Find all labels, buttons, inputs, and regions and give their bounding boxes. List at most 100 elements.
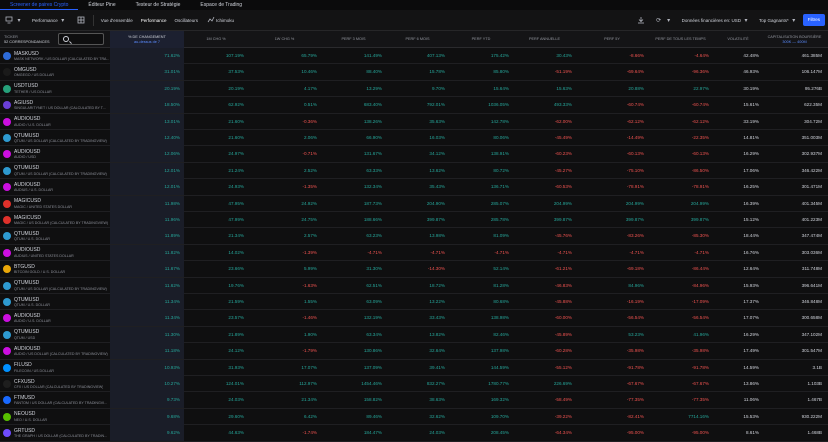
ticker-symbol[interactable]: QTUMUSD	[14, 132, 40, 139]
cell-perf-6m: -4.71%	[430, 249, 445, 255]
toolbar-divider	[92, 14, 94, 26]
header-perf-ytd[interactable]: PERF YTD	[449, 31, 513, 48]
cell-1m-change: 24.03%	[228, 397, 244, 403]
table-row[interactable]: MAGICUSD MAGIC / US DOLLAR (CALCULATED BY…	[0, 212, 828, 229]
ticker-symbol[interactable]: CFXUSD	[14, 378, 35, 385]
cell-1w-change: -1.39%	[302, 249, 317, 255]
table-row[interactable]: AUDIOUSD AUDIO / USD 12.06% 24.97% -0.71% 131…	[0, 146, 828, 163]
table-row[interactable]: AUDIOUSD AUDIUS / UNITED STATES DOLLAR 11.…	[0, 244, 828, 262]
header-perf-all-time[interactable]: PERF DE TOUS LES TEMPS	[648, 31, 713, 48]
refresh-button[interactable]: ⟳ ▾	[650, 10, 678, 31]
table-row[interactable]: MAGICUSD MAGIC / UNITED STATES DOLLAR 11.9…	[0, 195, 828, 212]
table-row[interactable]: AUDIOUSD AUDIUS / U.S. DOLLAR 12.01% 24.93%…	[0, 179, 828, 196]
ticker-symbol[interactable]: AUDIOUSD	[14, 116, 41, 123]
table-row[interactable]: CFXUSD CFX / US DOLLAR (CALCULATED BY TRA…	[0, 376, 828, 393]
cell-perf-3m: 63.23%	[366, 233, 382, 239]
header-1m-change[interactable]: 1M CHG %	[184, 31, 248, 48]
column-set-dropdown[interactable]: Performance ▾	[28, 10, 72, 31]
chevron-down-icon: ▾	[744, 17, 748, 24]
table-row[interactable]: MASKUSD MASK NETWORK / US DOLLAR (CALCULA…	[0, 48, 828, 65]
download-button[interactable]	[632, 10, 650, 31]
table-row[interactable]: OMGUSD OMGEGO / US DOLLAR 31.01% 37.53% 10.4…	[0, 64, 828, 81]
ticker-symbol[interactable]: MASKUSD	[14, 50, 39, 57]
preset-dropdown[interactable]: Top Gagnants* ▾	[755, 10, 803, 31]
cell-change-pct: 11.30%	[110, 326, 184, 343]
header-perf-6m[interactable]: PERF 6 MOIS	[386, 31, 449, 48]
table-row[interactable]: QTUMUSD QTUM / U.S. DOLLAR 11.34% 21.59% 1.5…	[0, 294, 828, 311]
header-1w-change[interactable]: 1W CHG %	[248, 31, 321, 48]
header-ticker[interactable]: TICKER 52 CORRESPONDANCES	[0, 31, 56, 48]
cell-perf-1y: -45.27%	[554, 167, 572, 173]
table-row[interactable]: QTUMUSD QTUM / US DOLLAR (CALCULATED BY T…	[0, 162, 828, 180]
ticker-symbol[interactable]: FILUSD	[14, 362, 32, 369]
cell-perf-1y: -51.19%	[554, 69, 572, 75]
tab-pine-editor[interactable]: Éditeur Pine	[88, 2, 116, 8]
header-volatility[interactable]: VOLATILITÉ	[713, 31, 763, 48]
table-row[interactable]: NEOUSD NEO / U.S. DOLLAR 9.68% 29.60% 6.42% 8…	[0, 408, 828, 426]
table-row[interactable]: AUDIOUSD AUDIO / U.S. DOLLAR 11.34% 23.57% -…	[0, 310, 828, 327]
table-row[interactable]: AUDIOUSD AUDIO / U.S. DOLLAR 13.01% 21.60% -…	[0, 113, 828, 130]
cell-market-cap: 346.422M	[801, 167, 822, 173]
table-row[interactable]: AUDIOUSD AUDIO / US DOLLAR (CALCULATED BY…	[0, 343, 828, 360]
ticker-symbol[interactable]: AUDIOUSD	[14, 345, 41, 352]
ticker-symbol[interactable]: FTMUSD	[14, 394, 35, 401]
ticker-symbol[interactable]: AUDIOUSD	[14, 148, 41, 155]
ticker-symbol[interactable]: AUDIOUSD	[14, 312, 41, 319]
tab-trading-panel[interactable]: Espace de Trading	[200, 2, 243, 8]
table-row[interactable]: QTUMUSD QTUM / USD 11.30% 21.89% 1.90% 63.34%…	[0, 326, 828, 344]
cell-perf-5y: 20.88%	[628, 85, 644, 91]
cell-perf-1y: 204.99%	[553, 200, 572, 206]
cell-1w-change: 21.34%	[301, 397, 317, 403]
currency-dropdown[interactable]: Données financières en: USD ▾	[678, 10, 755, 31]
ticker-symbol[interactable]: AUDIOUSD	[14, 247, 41, 254]
cell-perf-all-time: -17.09%	[691, 299, 709, 304]
ticker-symbol[interactable]: NEOUSD	[14, 411, 36, 418]
table-row[interactable]: BTGUSD BITCOIN GOLD / U.S. DOLLAR 11.67% 23…	[0, 261, 828, 278]
table-row[interactable]: QTUMUSD QTUM / US DOLLAR (CALCULATED BY T…	[0, 277, 828, 294]
filters-button[interactable]: Filtres	[802, 14, 825, 26]
table-row[interactable]: GRTUSD THE GRAPH / US DOLLAR (CALCULATED …	[0, 425, 828, 442]
table-row[interactable]: FILUSD FILECOIN / US DOLLAR 10.93% 31.93% 17…	[0, 359, 828, 376]
header-perf-5y[interactable]: PERF 5Y	[576, 31, 648, 48]
cell-perf-all-time: 204.99%	[690, 200, 709, 206]
ticker-symbol[interactable]: AGIUSD	[14, 99, 34, 106]
header-market-cap[interactable]: CAPITALISATION BOURSIÈRE 300K — 400M	[763, 31, 826, 48]
header-perf-1y[interactable]: PERF ANNUELLE	[513, 31, 576, 48]
cell-volatility: 17.07%	[743, 315, 759, 321]
ticker-symbol[interactable]: QTUMUSD	[14, 165, 40, 172]
ticker-symbol[interactable]: QTUMUSD	[14, 230, 40, 237]
ticker-symbol[interactable]: MAGICUSD	[14, 214, 41, 221]
ticker-symbol[interactable]: QTUMUSD	[14, 329, 40, 336]
table-row[interactable]: FTMUSD FANTOM / US DOLLAR (CALCULATED BY …	[0, 392, 828, 409]
ticker-symbol[interactable]: QTUMUSD	[14, 296, 40, 303]
ticker-search-input[interactable]	[58, 33, 104, 45]
ticker-symbol[interactable]: GRTUSD	[14, 427, 36, 434]
ticker-symbol[interactable]: AUDIOUSD	[14, 181, 41, 188]
tab-strategy-tester[interactable]: Testeur de Stratégie	[135, 2, 181, 8]
ticker-symbol[interactable]: MAGICUSD	[14, 198, 41, 205]
tab-overview[interactable]: Vue d'ensemble	[100, 17, 133, 23]
ticker-symbol[interactable]: QTUMUSD	[14, 280, 40, 287]
table-row[interactable]: QTUMUSD QTUM / US DOLLAR (CALCULATED BY T…	[0, 130, 828, 147]
screener-toolbar: ▾ Performance ▾ Vue d'ensemble Performan…	[0, 10, 828, 31]
header-match-count: 52 CORRESPONDANCES	[4, 39, 50, 44]
tab-performance[interactable]: Performance	[140, 17, 167, 23]
ticker-symbol[interactable]: OMGUSD	[14, 66, 37, 73]
tab-oscillators[interactable]: Oscillateurs	[174, 17, 199, 23]
cell-volatility: 11.06%	[743, 397, 759, 403]
cell-change-pct: 9.62%	[110, 425, 184, 442]
ticker-symbol[interactable]: BTGUSD	[14, 263, 35, 270]
table-row[interactable]: QTUMUSD QTUM / U.S. DOLLAR 11.89% 21.34% 2.5…	[0, 228, 828, 245]
watchlist-selector[interactable]: ▾	[0, 10, 28, 31]
layout-grid-button[interactable]	[72, 10, 90, 31]
cell-perf-all-time: -86.44%	[691, 266, 709, 272]
ticker-symbol[interactable]: USDTUSD	[14, 83, 39, 90]
ticker-description: QTUM / US DOLLAR (CALCULATED BY TRADINGV…	[14, 139, 107, 143]
cell-perf-ytd: 175.42%	[490, 53, 509, 58]
table-row[interactable]: AGIUSD SINGULARITYNET / US DOLLAR (CALCUL…	[0, 97, 828, 114]
tab-ichimoku[interactable]: Ichimoku	[202, 10, 238, 31]
header-perf-3m[interactable]: PERF 3 MOIS	[321, 31, 386, 48]
header-change-pct[interactable]: % DE CHANGEMENT au-dessus de 7	[110, 31, 184, 48]
table-row[interactable]: USDTUSD TETHER / US DOLLAR 20.19% 20.19% 4.1…	[0, 80, 828, 98]
tab-crypto-screener[interactable]: Screener de paires Crypto	[0, 0, 79, 10]
